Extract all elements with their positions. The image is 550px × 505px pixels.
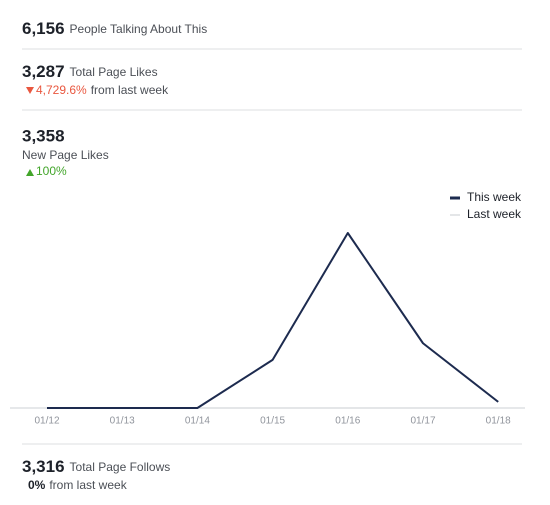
stat-label: Total Page Follows bbox=[70, 460, 171, 474]
x-tick-label: 01/12 bbox=[34, 416, 59, 427]
change-note: from last week bbox=[49, 478, 127, 492]
stat-line: 6,156 People Talking About This bbox=[22, 19, 207, 38]
change-line: 0% from last week bbox=[28, 478, 128, 492]
legend-label: Last week bbox=[467, 207, 522, 221]
x-tick-label: 01/18 bbox=[486, 416, 511, 427]
change-value: 100% bbox=[36, 164, 67, 178]
stat-label: Total Page Likes bbox=[70, 65, 158, 79]
change-line: 4,729.6% from last week bbox=[36, 83, 169, 97]
x-tick-label: 01/13 bbox=[110, 416, 135, 427]
stat-label: People Talking About This bbox=[70, 22, 208, 36]
stat-label: New Page Likes bbox=[22, 148, 109, 162]
down-arrow bbox=[26, 87, 34, 94]
x-tick-label: 01/14 bbox=[185, 416, 210, 427]
stat-value: 3,358 bbox=[22, 126, 65, 145]
legend-label: This week bbox=[467, 190, 522, 204]
stat-value: 6,156 bbox=[22, 19, 65, 38]
x-tick-label: 01/15 bbox=[260, 416, 285, 427]
change-value: 4,729.6% bbox=[36, 83, 87, 97]
change-value: 0% bbox=[28, 478, 46, 492]
stat-value: 3,316 bbox=[22, 457, 65, 476]
stat-value: 3,287 bbox=[22, 62, 65, 81]
change-note: from last week bbox=[91, 83, 169, 97]
stat-line: 3,316 Total Page Follows bbox=[22, 457, 170, 476]
x-tick-label: 01/17 bbox=[410, 416, 435, 427]
series-line bbox=[47, 232, 499, 409]
x-tick-label: 01/16 bbox=[335, 416, 360, 427]
up-arrow bbox=[26, 169, 34, 176]
stat-line: 3,287 Total Page Likes bbox=[22, 62, 158, 81]
